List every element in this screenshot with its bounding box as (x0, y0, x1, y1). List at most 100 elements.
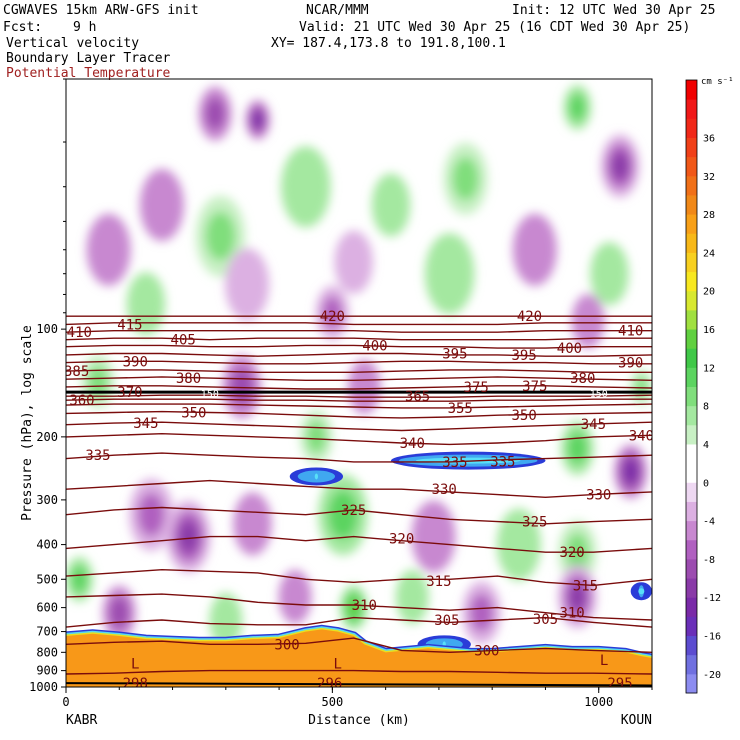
contour-label: 295 (607, 676, 632, 692)
colorbar-swatch (686, 99, 697, 119)
colorbar-swatch (686, 520, 697, 541)
contour-label: 310 (559, 606, 584, 622)
contour-label: 300 (274, 637, 299, 653)
contour-label: 305 (434, 613, 459, 629)
theta-contour-365 (66, 394, 652, 398)
contour-label: 410 (618, 324, 643, 340)
vertical-velocity-field (66, 84, 652, 648)
contour-label: 330 (432, 482, 457, 498)
contour-label: 355 (448, 401, 473, 417)
vv-cell (252, 111, 263, 129)
y-tick-label: 500 (36, 572, 58, 586)
vv-cell (88, 365, 108, 398)
colorbar-tick-label: -16 (703, 632, 721, 643)
field-potential-temperature: Potential Temperature (6, 66, 171, 81)
vv-cell (569, 583, 586, 611)
colorbar-tick-label: 28 (703, 210, 715, 221)
colorbar-swatch (686, 233, 697, 253)
theta-contour-300 (66, 637, 652, 654)
tracer-streak-center (314, 473, 319, 480)
colorbar-swatch (686, 252, 697, 273)
vv-cell (233, 492, 272, 556)
theta-contour-410 (66, 330, 652, 333)
valid-time: Valid: 21 UTC Wed 30 Apr 25 (16 CDT Wed … (299, 20, 691, 35)
contour-label: 395 (511, 348, 536, 364)
vv-cell (623, 459, 638, 484)
vv-cell (395, 569, 429, 624)
colorbar-tick-label: -8 (703, 555, 715, 566)
low-marker: L (333, 657, 341, 673)
vv-cell (512, 213, 557, 286)
theta-contour-335 (66, 452, 652, 463)
vv-cell (611, 152, 629, 180)
y-tick-label: 300 (36, 493, 58, 507)
y-tick-label: 400 (36, 538, 58, 552)
y-tick-label: 900 (36, 664, 58, 678)
theta-contour-310 (66, 593, 652, 621)
colorbar-swatch (686, 329, 697, 349)
colorbar-tick-label: 32 (703, 172, 715, 183)
vv-cell (334, 230, 373, 294)
contour-label: 310 (352, 598, 377, 614)
colorbar-frame (685, 79, 698, 694)
vv-cell (138, 493, 165, 537)
theta-contour-320 (66, 535, 652, 553)
contour-label: 385 (64, 364, 89, 380)
low-marker: L (131, 657, 139, 673)
contour-label: 296 (317, 676, 342, 692)
colorbar-swatch (686, 118, 697, 138)
vv-cell (590, 242, 629, 306)
contour-label: 325 (341, 503, 366, 519)
low-marker: L (600, 653, 608, 669)
vv-cell (278, 569, 312, 624)
colorbar-swatch (686, 558, 697, 579)
colorbar-tick-label: 8 (703, 402, 709, 413)
org-label: NCAR/MMM (306, 3, 369, 18)
contour-label: 330 (586, 488, 611, 504)
vv-cell (371, 173, 411, 237)
theta-contour-330 (66, 479, 652, 499)
contour-label: 305 (533, 612, 558, 628)
y-tick-label: 1000 (29, 680, 58, 694)
contour-label: 320 (559, 545, 584, 561)
colorbar-swatch (686, 156, 697, 177)
colorbar-swatch (686, 80, 697, 100)
cross-section-xy: XY= 187.4,173.8 to 191.8,100.1 (271, 36, 506, 51)
y-tick-label: 100 (36, 322, 58, 336)
field-boundary-layer-tracer: Boundary Layer Tracer (6, 51, 171, 66)
contour-label: 298 (123, 676, 148, 692)
contour-label: 345 (581, 417, 606, 433)
colorbar-swatch (686, 214, 697, 234)
fcst-value: 9 h (73, 20, 97, 35)
init-time: Init: 12 UTC Wed 30 Apr 25 (512, 3, 716, 18)
contour-label: 325 (522, 515, 547, 531)
contour-labels: 410 415 405 420 420 410 390 400 395 395 400 390 385 3… (64, 309, 652, 692)
colorbar-swatch (686, 348, 697, 368)
contour-label: 345 (133, 416, 158, 432)
theta-contour-325 (66, 506, 652, 525)
right-endpoint-label: KOUN (621, 713, 652, 728)
y-tick-label: 200 (36, 430, 58, 444)
contour-label: 395 (442, 347, 467, 363)
vv-cell (209, 593, 243, 648)
vv-cell (225, 248, 270, 321)
theta-contour-390 (66, 360, 652, 365)
vv-cell (306, 420, 327, 454)
contour-label: 340 (400, 436, 425, 452)
vv-cell (205, 211, 236, 261)
colorbar-tick-label: 12 (703, 363, 715, 374)
vv-cell (280, 146, 331, 228)
theta-contour-340 (66, 432, 652, 446)
contour-label: 420 (320, 309, 345, 325)
y-tick-label: 800 (36, 645, 58, 659)
colorbar-unit: cm s⁻¹ (701, 77, 734, 87)
vv-cell (347, 359, 381, 414)
contour-label: 375 (464, 380, 489, 396)
contour-label: 150 (590, 389, 608, 400)
plot-area: 410 415 405 420 420 410 390 400 395 395 400 390 385 3… (64, 84, 652, 692)
theta-contour-295 (66, 669, 652, 675)
colorbar-swatch (686, 463, 697, 483)
colorbar-swatch (686, 539, 697, 560)
vv-cell (139, 169, 184, 242)
